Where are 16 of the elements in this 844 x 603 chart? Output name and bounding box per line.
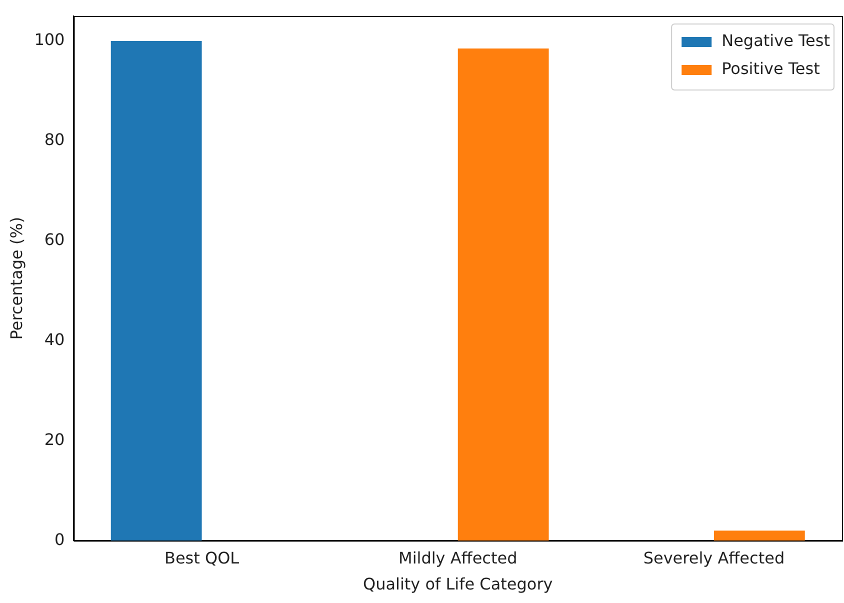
- x-axis-title: Quality of Life Category: [362, 574, 553, 594]
- x-tick-label: Mildly Affected: [398, 548, 518, 568]
- x-tick-label: Severely Affected: [643, 548, 785, 568]
- legend-label: Positive Test: [722, 59, 820, 78]
- y-tick-label: 20: [44, 430, 65, 449]
- y-tick-label: 40: [44, 330, 65, 349]
- x-tick-label: Best QOL: [164, 548, 240, 568]
- bar: [714, 530, 805, 541]
- legend-label: Negative Test: [722, 31, 830, 50]
- y-axis-title: Percentage (%): [6, 216, 26, 340]
- y-tick-label: 60: [44, 230, 65, 249]
- y-tick-label: 80: [44, 130, 65, 150]
- y-tick-label: 100: [34, 30, 65, 50]
- bar: [458, 48, 549, 541]
- bar: [110, 40, 202, 541]
- y-tick-label: 0: [54, 530, 65, 549]
